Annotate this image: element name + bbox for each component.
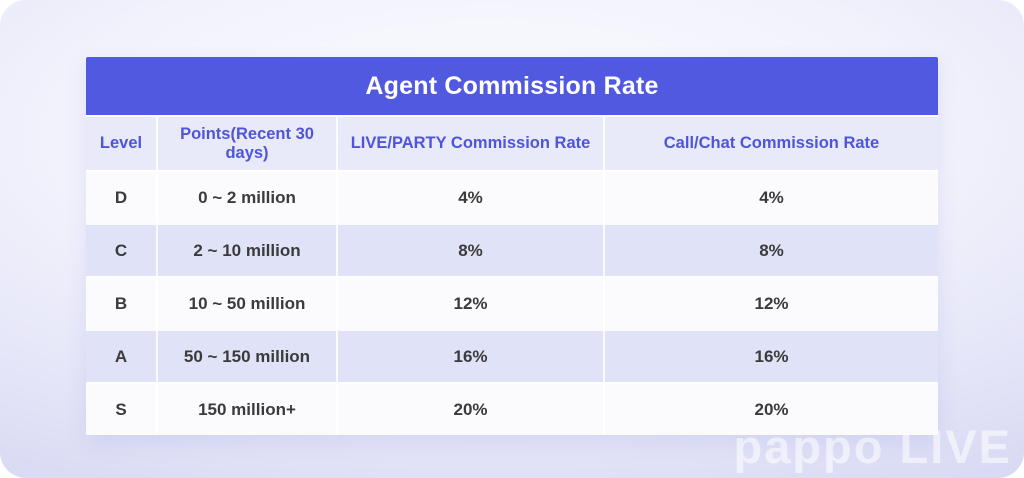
table-row: D 0 ~ 2 million 4% 4%: [86, 170, 938, 223]
cell-live-party-rate: 16%: [338, 331, 605, 382]
column-header-points: Points(Recent 30 days): [158, 117, 338, 170]
cell-points: 10 ~ 50 million: [158, 278, 338, 329]
cell-points: 0 ~ 2 million: [158, 172, 338, 223]
cell-level: C: [86, 225, 158, 276]
table-row: B 10 ~ 50 million 12% 12%: [86, 276, 938, 329]
cell-points: 50 ~ 150 million: [158, 331, 338, 382]
cell-live-party-rate: 12%: [338, 278, 605, 329]
pappo-live-watermark-logo: pappo LIVE: [733, 420, 1012, 473]
table-row: A 50 ~ 150 million 16% 16%: [86, 329, 938, 382]
cell-live-party-rate: 4%: [338, 172, 605, 223]
cell-level: B: [86, 278, 158, 329]
cell-live-party-rate: 8%: [338, 225, 605, 276]
cell-points: 150 million+: [158, 384, 338, 435]
cell-call-chat-rate: 8%: [759, 240, 784, 260]
cell-call-chat-rate: 12%: [754, 293, 789, 313]
cell-call-chat-rate: 20%: [754, 399, 789, 419]
cell-call-chat-rate: 16%: [754, 346, 789, 366]
table-header-row: Level Points(Recent 30 days) LIVE/PARTY …: [86, 115, 938, 170]
cell-call-chat-rate: 4%: [759, 187, 784, 207]
column-header-call-chat-rate: Call/Chat Commission Rate: [663, 134, 880, 152]
table-row: C 2 ~ 10 million 8% 8%: [86, 223, 938, 276]
column-header-live-party-rate: LIVE/PARTY Commission Rate: [338, 117, 605, 170]
column-header-level: Level: [86, 117, 158, 170]
cell-level: S: [86, 384, 158, 435]
cell-level: A: [86, 331, 158, 382]
table-title: Agent Commission Rate: [86, 57, 938, 115]
cell-points: 2 ~ 10 million: [158, 225, 338, 276]
cell-live-party-rate: 20%: [338, 384, 605, 435]
cell-level: D: [86, 172, 158, 223]
table-row: S 150 million+ 20% 20%: [86, 382, 938, 435]
commission-rate-table: Agent Commission Rate Level Points(Recen…: [86, 57, 938, 435]
